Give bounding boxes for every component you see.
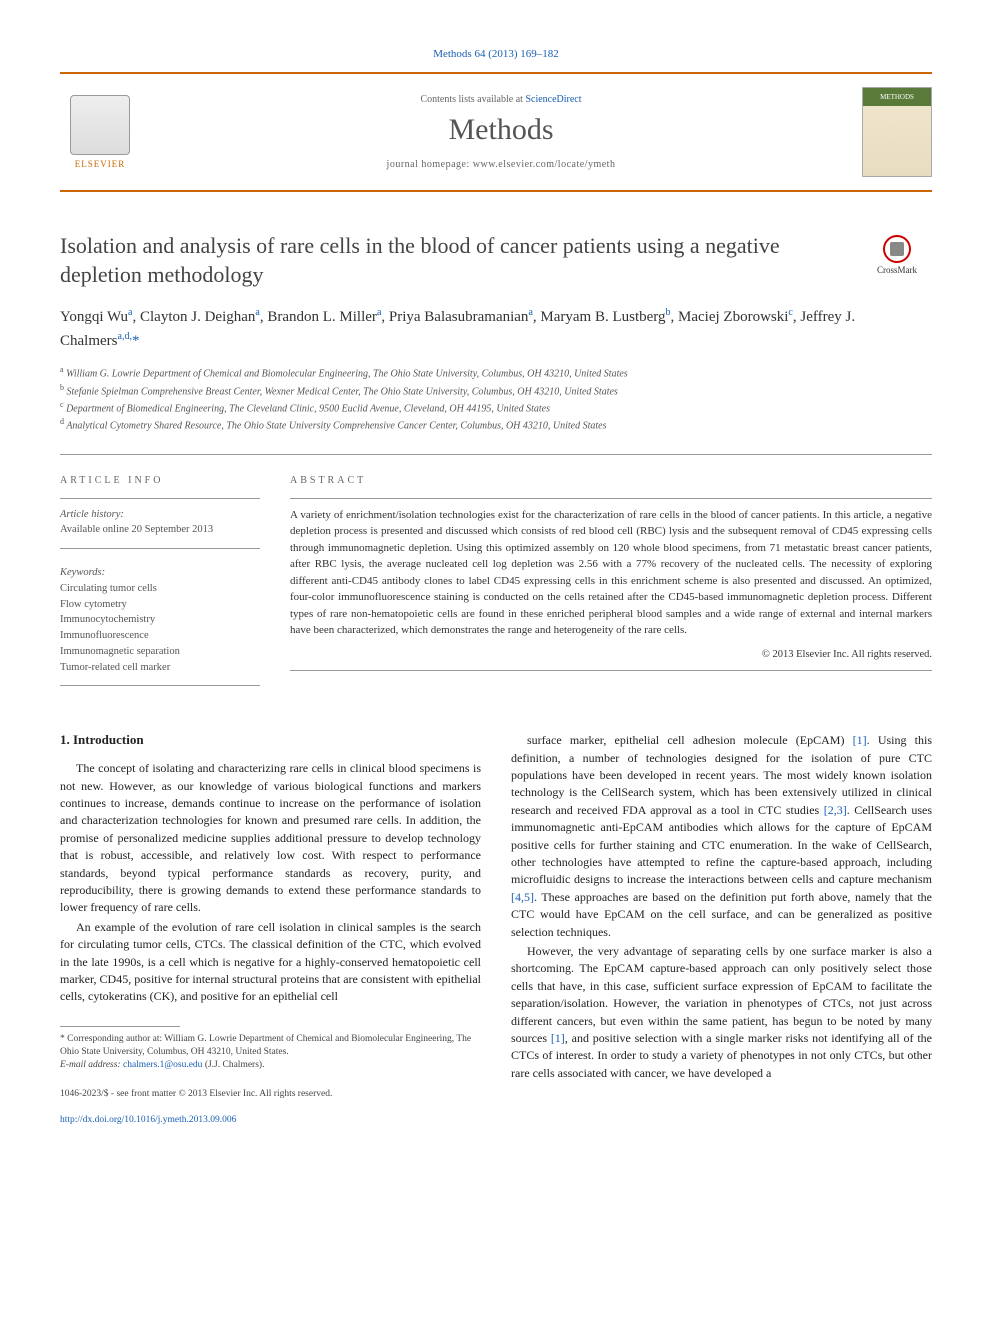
email-suffix: (J.J. Chalmers). [202, 1060, 264, 1070]
affiliation-item: b Stefanie Spielman Comprehensive Breast… [60, 382, 932, 399]
body-column-left: 1. Introduction The concept of isolating… [60, 732, 481, 1124]
contents-prefix: Contents lists available at [420, 94, 525, 105]
sciencedirect-link[interactable]: ScienceDirect [525, 94, 581, 105]
section-heading: 1. Introduction [60, 732, 481, 748]
ref-link[interactable]: [1] [551, 1031, 565, 1045]
section-number: 1. [60, 732, 70, 747]
ref-link[interactable]: [2,3] [824, 803, 847, 817]
body-column-right: surface marker, epithelial cell adhesion… [511, 732, 932, 1124]
abstract-block: ABSTRACT A variety of enrichment/isolati… [290, 475, 932, 697]
body-paragraph: An example of the evolution of rare cell… [60, 919, 481, 1006]
keyword-item: Immunomagnetic separation [60, 644, 260, 660]
keyword-item: Immunofluorescence [60, 628, 260, 644]
ref-link[interactable]: [1] [853, 733, 867, 747]
keyword-item: Circulating tumor cells [60, 581, 260, 597]
keyword-item: Tumor-related cell marker [60, 660, 260, 676]
body-paragraph: However, the very advantage of separatin… [511, 943, 932, 1082]
cover-title: METHODS [863, 88, 931, 106]
history-label: Article history: [60, 507, 260, 523]
affiliation-item: a William G. Lowrie Department of Chemic… [60, 364, 932, 381]
homepage-prefix: journal homepage: [387, 159, 473, 170]
article-info-label: ARTICLE INFO [60, 475, 260, 486]
crossmark-icon [883, 235, 911, 263]
section-title: Introduction [73, 732, 144, 747]
ref-link[interactable]: [4,5] [511, 890, 534, 904]
authors-list: Yongqi Wua, Clayton J. Deighana, Brandon… [60, 305, 932, 352]
affiliation-item: c Department of Biomedical Engineering, … [60, 399, 932, 416]
body-paragraph: The concept of isolating and characteriz… [60, 760, 481, 917]
history-date: Available online 20 September 2013 [60, 522, 260, 538]
corresponding-author-footnote: * Corresponding author at: William G. Lo… [60, 1033, 481, 1060]
crossmark-label: CrossMark [862, 265, 932, 275]
contents-available-line: Contents lists available at ScienceDirec… [140, 94, 862, 105]
abstract-copyright: © 2013 Elsevier Inc. All rights reserved… [290, 649, 932, 660]
article-title: Isolation and analysis of rare cells in … [60, 232, 932, 289]
journal-cover-thumbnail[interactable]: METHODS [862, 87, 932, 177]
affiliation-item: d Analytical Cytometry Shared Resource, … [60, 416, 932, 433]
publisher-logo[interactable]: ELSEVIER [60, 87, 140, 177]
abstract-text: A variety of enrichment/isolation techno… [290, 507, 932, 639]
homepage-url[interactable]: www.elsevier.com/locate/ymeth [473, 159, 616, 170]
affiliations-list: a William G. Lowrie Department of Chemic… [60, 364, 932, 433]
journal-name: Methods [140, 113, 862, 147]
journal-homepage: journal homepage: www.elsevier.com/locat… [140, 159, 862, 170]
header-citation: Methods 64 (2013) 169–182 [60, 48, 932, 60]
publisher-name: ELSEVIER [75, 159, 126, 169]
keywords-list: Circulating tumor cellsFlow cytometryImm… [60, 581, 260, 676]
keywords-label: Keywords: [60, 565, 260, 581]
email-footnote: E-mail address: chalmers.1@osu.edu (J.J.… [60, 1059, 481, 1072]
elsevier-tree-icon [70, 95, 130, 155]
author-email[interactable]: chalmers.1@osu.edu [123, 1060, 202, 1070]
doi-link[interactable]: http://dx.doi.org/10.1016/j.ymeth.2013.0… [60, 1115, 236, 1125]
crossmark-badge[interactable]: CrossMark [862, 235, 932, 275]
body-paragraph: surface marker, epithelial cell adhesion… [511, 732, 932, 941]
article-info-block: ARTICLE INFO Article history: Available … [60, 475, 260, 697]
email-label: E-mail address: [60, 1060, 123, 1070]
journal-header: ELSEVIER Contents lists available at Sci… [60, 72, 932, 192]
keyword-item: Immunocytochemistry [60, 612, 260, 628]
abstract-label: ABSTRACT [290, 475, 932, 486]
front-matter-line: 1046-2023/$ - see front matter © 2013 El… [60, 1089, 481, 1099]
keyword-item: Flow cytometry [60, 597, 260, 613]
